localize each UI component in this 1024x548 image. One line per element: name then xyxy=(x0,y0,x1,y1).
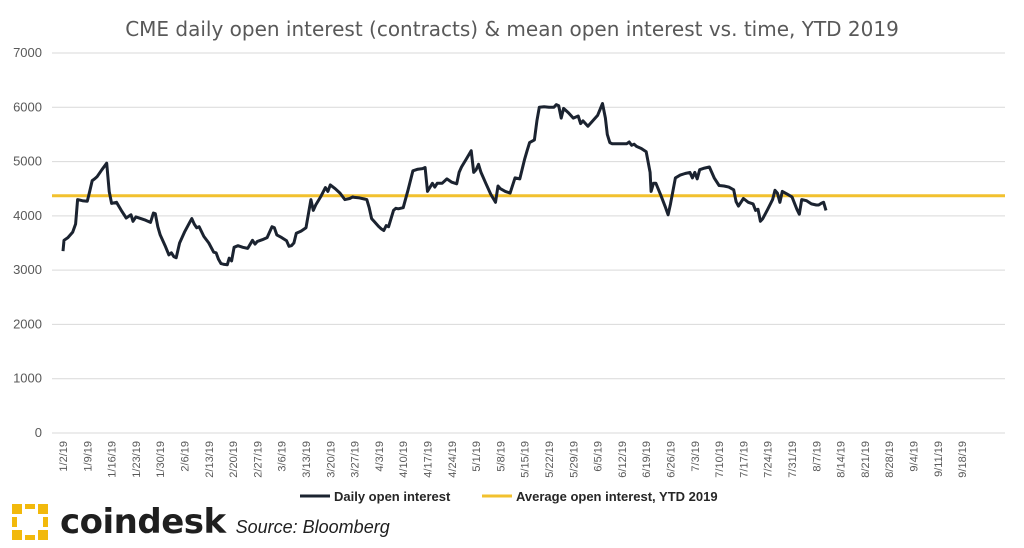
series-daily-line xyxy=(61,102,828,267)
x-tick-label: 8/7/19 xyxy=(811,441,823,472)
legend-label-average: Average open interest, YTD 2019 xyxy=(516,489,718,504)
x-tick-label: 2/27/19 xyxy=(252,441,264,478)
x-tick-label: 5/8/19 xyxy=(495,441,507,472)
x-tick-label: 5/22/19 xyxy=(544,441,556,478)
chart-title: CME daily open interest (contracts) & me… xyxy=(125,17,899,41)
x-tick-label: 5/1/19 xyxy=(471,441,483,472)
x-tick-label: 3/20/19 xyxy=(325,441,337,478)
series-layer xyxy=(52,102,1005,267)
x-tick-label: 6/19/19 xyxy=(641,441,653,478)
x-tick-label: 3/6/19 xyxy=(277,441,289,472)
x-tick-label: 2/20/19 xyxy=(228,441,240,478)
footer: coindesk Source: Bloomberg xyxy=(10,500,390,544)
x-tick-label: 7/10/19 xyxy=(714,441,726,478)
x-tick-label: 4/10/19 xyxy=(398,441,410,478)
y-tick-label: 2000 xyxy=(13,316,42,331)
gridlines xyxy=(52,52,1005,434)
legend: Daily open interest Average open interes… xyxy=(300,489,718,504)
x-tick-label: 9/11/19 xyxy=(933,441,945,477)
x-tick-label: 1/16/19 xyxy=(107,441,119,478)
logo-text: coindesk xyxy=(60,502,226,542)
y-tick-label: 1000 xyxy=(13,371,42,386)
y-tick-label: 4000 xyxy=(13,208,42,223)
coindesk-logo-icon xyxy=(10,502,50,542)
x-tick-label: 5/15/19 xyxy=(520,441,532,478)
x-tick-label: 3/27/19 xyxy=(350,441,362,478)
x-tick-label: 4/3/19 xyxy=(374,441,386,472)
x-tick-label: 2/13/19 xyxy=(204,441,216,478)
x-tick-label: 9/18/19 xyxy=(957,441,969,478)
y-tick-label: 5000 xyxy=(13,154,42,169)
x-tick-label: 1/2/19 xyxy=(58,441,70,472)
x-tick-label: 1/9/19 xyxy=(82,441,94,472)
x-tick-label: 9/4/19 xyxy=(909,441,921,472)
y-tick-label: 0 xyxy=(35,425,42,440)
x-tick-label: 8/28/19 xyxy=(884,441,896,478)
x-tick-label: 8/14/19 xyxy=(836,441,848,478)
x-tick-label: 2/6/19 xyxy=(180,441,192,472)
x-tick-label: 1/30/19 xyxy=(155,441,167,478)
x-tick-label: 7/24/19 xyxy=(763,441,775,478)
y-tick-label: 7000 xyxy=(13,45,42,60)
x-tick-label: 6/26/19 xyxy=(666,441,678,478)
x-tick-label: 7/3/19 xyxy=(690,441,702,472)
x-tick-label: 7/17/19 xyxy=(738,441,750,478)
x-tick-label: 1/23/19 xyxy=(131,441,143,478)
legend-label-daily: Daily open interest xyxy=(334,489,451,504)
y-tick-label: 6000 xyxy=(13,99,42,114)
x-tick-label: 6/5/19 xyxy=(593,441,605,472)
x-tick-label: 4/24/19 xyxy=(447,441,459,478)
x-axis-ticks: 1/2/19 1/9/19 1/16/19 1/23/19 1/30/19 2/6/19 2… xyxy=(58,441,969,478)
x-tick-label: 7/31/19 xyxy=(787,441,799,478)
source-text: Source: Bloomberg xyxy=(235,516,390,537)
x-tick-label: 3/13/19 xyxy=(301,441,313,478)
x-tick-label: 6/12/19 xyxy=(617,441,629,478)
y-axis-ticks: 0 1000 2000 3000 4000 5000 6000 7000 xyxy=(13,45,42,440)
x-tick-label: 8/21/19 xyxy=(860,441,872,478)
x-tick-label: 5/29/19 xyxy=(568,441,580,478)
x-tick-label: 4/17/19 xyxy=(423,441,435,478)
y-tick-label: 3000 xyxy=(13,262,42,277)
